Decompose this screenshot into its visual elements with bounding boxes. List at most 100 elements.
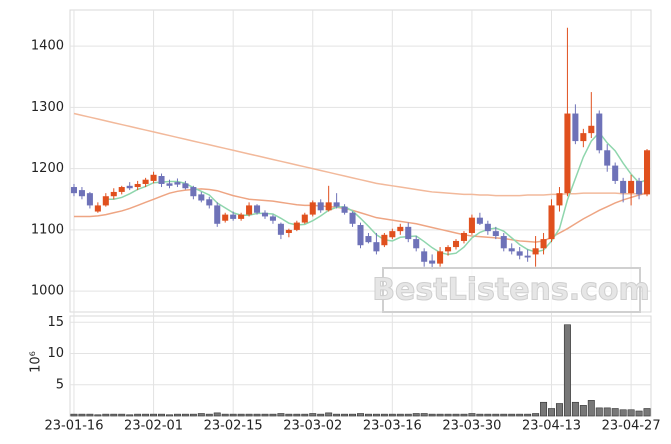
candle-body <box>301 214 308 223</box>
volume-bar <box>468 413 476 417</box>
candle-body <box>230 214 237 219</box>
candle-body <box>341 206 348 213</box>
volume-bar <box>94 414 102 417</box>
candle-body <box>508 248 515 252</box>
candle-body <box>365 236 372 243</box>
candle-body <box>102 196 109 206</box>
moving-average-line <box>73 112 648 197</box>
volume-bar <box>118 413 126 417</box>
candle-body <box>604 150 611 166</box>
candle-body <box>190 187 197 197</box>
x-tick-label: 23-03-30 <box>442 419 501 434</box>
candle-body <box>198 194 205 201</box>
candle-body <box>389 231 396 238</box>
candle-body <box>238 214 245 219</box>
candle-body <box>70 187 78 194</box>
candle-body <box>397 226 404 232</box>
candle-body <box>182 183 189 189</box>
volume-bar <box>134 413 142 417</box>
grid <box>70 10 651 416</box>
candle-body <box>381 234 388 246</box>
volume-bar <box>516 413 524 417</box>
volume-bar <box>611 408 619 417</box>
candle-body <box>94 205 101 212</box>
candle-body <box>588 125 595 134</box>
volume-bar <box>205 413 213 417</box>
y-tick-label: 5 <box>56 377 64 392</box>
volume-bar <box>158 413 166 417</box>
volume-bar <box>301 413 309 417</box>
volume-bar <box>189 413 197 417</box>
x-tick-label: 23-01-16 <box>44 419 103 434</box>
volume-bar <box>548 408 555 417</box>
volume-bar <box>524 413 532 417</box>
candle-body <box>612 165 619 181</box>
volume-bar <box>110 413 118 417</box>
volume-bar <box>444 413 452 417</box>
candle-body <box>142 179 149 184</box>
volume-bar <box>126 414 134 417</box>
volume-bar <box>333 413 341 417</box>
volume-bar <box>293 413 301 417</box>
volume-bar <box>317 413 325 417</box>
candle-body <box>277 223 284 235</box>
candle-body <box>636 180 643 195</box>
watermark: BestListens.com <box>372 273 650 308</box>
candle-body <box>325 202 332 211</box>
volume-bar <box>595 407 603 417</box>
candle-body <box>118 187 125 192</box>
candle-body <box>500 236 507 249</box>
volume-bar <box>237 413 245 417</box>
volume-bar <box>635 410 643 417</box>
y-tick-label: 1000 <box>31 284 64 299</box>
candle-body <box>261 212 269 217</box>
candle-body <box>174 182 181 185</box>
volume-bar <box>78 413 86 417</box>
volume-bar <box>364 413 372 417</box>
volume-bar <box>579 405 587 417</box>
volume-bar <box>277 413 285 417</box>
candle-body <box>413 239 420 249</box>
x-tick-label: 23-02-01 <box>124 419 183 434</box>
candle-body <box>524 255 531 258</box>
volume-bar <box>372 413 380 417</box>
volume-bar <box>325 412 333 417</box>
volume-bar <box>150 413 158 417</box>
candle-body <box>460 232 467 241</box>
volume-bar <box>412 413 420 417</box>
candle-body <box>564 113 571 194</box>
candle-body <box>134 183 141 188</box>
volume-bar <box>627 409 635 417</box>
candle-body <box>86 193 93 206</box>
volume-bar <box>436 413 444 417</box>
candle-body <box>357 225 364 246</box>
candle-body <box>309 202 316 215</box>
volume-bar <box>388 413 396 417</box>
candle-body <box>78 190 85 197</box>
volume-bar <box>102 413 110 417</box>
y-tick-label: 1300 <box>31 100 64 115</box>
volume-frame <box>69 315 652 417</box>
volume-bar <box>221 413 229 417</box>
volume-bar <box>492 413 500 417</box>
y-tick-label: 10 <box>47 346 64 361</box>
candle-body <box>445 247 452 252</box>
volume-bar <box>349 413 357 417</box>
volume-bar <box>197 413 205 417</box>
x-tick-label: 23-04-27 <box>602 419 661 434</box>
candle-body <box>429 260 436 264</box>
candle-body <box>468 217 475 233</box>
candle-body <box>317 202 324 211</box>
candle-body <box>421 251 428 262</box>
volume-bar <box>420 413 428 417</box>
candle-body <box>620 180 627 194</box>
volume-bar <box>285 413 293 417</box>
volume-bar <box>555 403 563 417</box>
volume-bar <box>245 413 253 417</box>
volume-bar <box>452 413 460 417</box>
volume-bar <box>70 413 78 417</box>
volume-bar <box>229 413 237 417</box>
x-tick-label: 23-02-15 <box>204 419 263 434</box>
candle-body <box>214 205 221 224</box>
candle-body <box>126 185 133 189</box>
